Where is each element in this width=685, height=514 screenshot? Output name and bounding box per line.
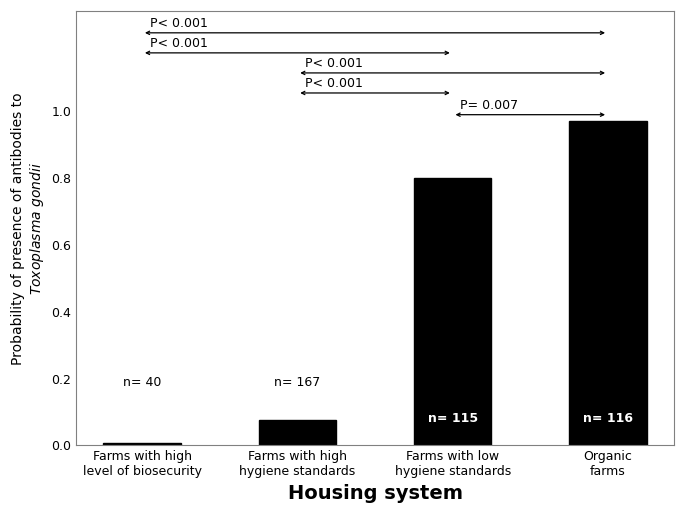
Bar	[569, 121, 647, 446]
Text: P< 0.001: P< 0.001	[150, 17, 208, 30]
Text: P< 0.001: P< 0.001	[150, 37, 208, 50]
X-axis label: Housing system: Housing system	[288, 484, 462, 503]
Text: n= 40: n= 40	[123, 376, 161, 389]
Bar	[414, 178, 491, 446]
Y-axis label: Probability of presence of antibodies to
$\it{Toxoplasma\ gondii}$: Probability of presence of antibodies to…	[11, 92, 46, 364]
Text: n= 167: n= 167	[274, 376, 321, 389]
Text: P< 0.001: P< 0.001	[305, 57, 363, 70]
Text: P= 0.007: P= 0.007	[460, 99, 519, 112]
Text: P< 0.001: P< 0.001	[305, 77, 363, 90]
Bar	[258, 420, 336, 446]
Text: n= 116: n= 116	[583, 412, 633, 426]
Text: n= 115: n= 115	[427, 412, 477, 426]
Bar	[103, 443, 181, 446]
